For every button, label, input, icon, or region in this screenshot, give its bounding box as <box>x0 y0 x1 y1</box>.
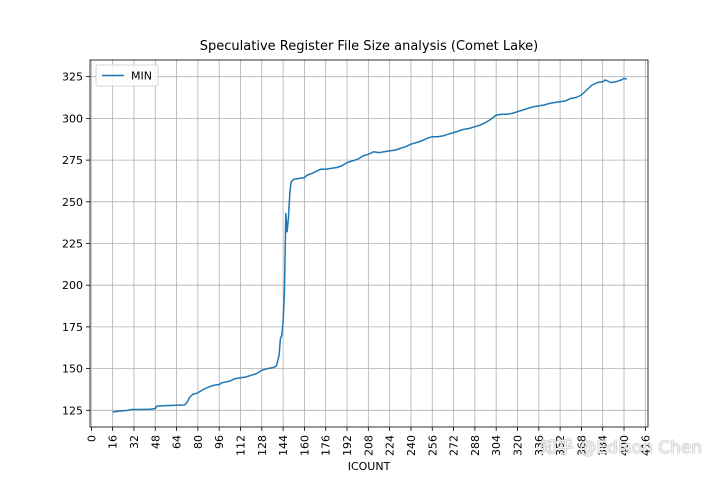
x-tick-label: 128 <box>256 435 269 456</box>
x-tick-label: 176 <box>320 435 333 456</box>
x-tick-label: 80 <box>192 435 205 449</box>
y-tick-label: 125 <box>62 404 83 417</box>
y-tick-label: 250 <box>62 196 83 209</box>
x-tick-label: 336 <box>533 435 546 456</box>
y-tick-label: 300 <box>62 112 83 125</box>
x-tick-label: 400 <box>618 435 631 456</box>
y-tick-label: 225 <box>62 238 83 251</box>
x-tick-label: 272 <box>448 435 461 456</box>
x-tick-label: 256 <box>426 435 439 456</box>
y-tick-label: 325 <box>62 71 83 84</box>
y-tick-label: 275 <box>62 154 83 167</box>
x-tick-label: 368 <box>575 435 588 456</box>
x-tick-label: 0 <box>85 435 98 442</box>
x-tick-label: 192 <box>341 435 354 456</box>
legend: MIN <box>95 64 159 87</box>
legend-label-min: MIN <box>131 70 152 83</box>
x-tick-label: 288 <box>469 435 482 456</box>
x-tick-label: 48 <box>149 435 162 449</box>
x-axis-label: ICOUNT <box>348 460 391 473</box>
watermark: 知乎 @Edison Chen <box>540 438 702 458</box>
x-tick-label: 384 <box>597 435 610 456</box>
x-tick-label: 144 <box>277 435 290 456</box>
legend-box <box>95 64 159 87</box>
x-tick-label: 112 <box>234 435 247 456</box>
x-tick-label: 304 <box>490 435 503 456</box>
series-line-min <box>112 77 627 413</box>
x-tick-label: 208 <box>362 435 375 456</box>
grid <box>90 60 648 427</box>
x-tick-label: 160 <box>298 435 311 456</box>
y-tick-label: 175 <box>62 321 83 334</box>
y-tick-label: 200 <box>62 279 83 292</box>
series-layer <box>112 77 627 413</box>
x-tick-label: 320 <box>511 435 524 456</box>
x-tick-label: 240 <box>405 435 418 456</box>
x-tick-label: 224 <box>384 435 397 456</box>
y-tick-label: 150 <box>62 363 83 376</box>
ticks: 0 16 32 48 64 80 96 112 128 144 160 176 192 208 224 240… <box>62 71 652 456</box>
x-tick-label: 416 <box>639 435 652 456</box>
x-tick-label: 16 <box>107 435 120 449</box>
x-tick-label: 64 <box>171 435 184 449</box>
chart-title: Speculative Register File Size analysis … <box>200 39 538 54</box>
x-tick-label: 32 <box>128 435 141 449</box>
x-tick-label: 96 <box>213 435 226 449</box>
x-tick-label: 352 <box>554 435 567 456</box>
